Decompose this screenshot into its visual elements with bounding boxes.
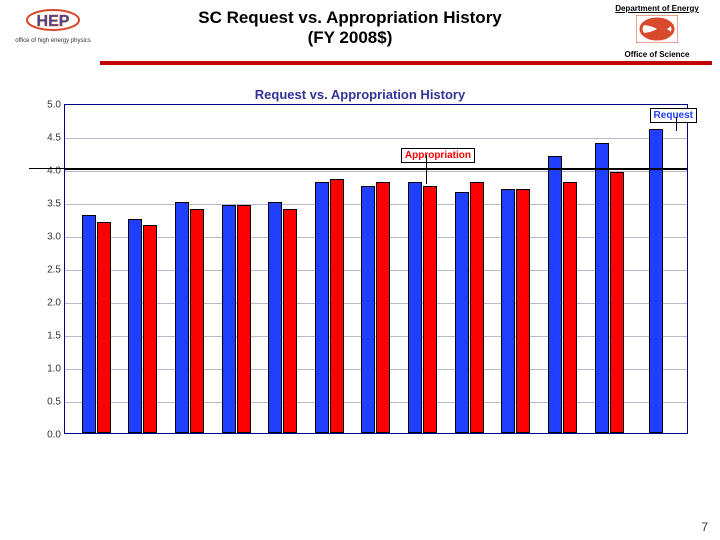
chart-subtitle: Request vs. Appropriation History xyxy=(8,87,712,102)
y-tick-label: 0.5 xyxy=(37,397,61,408)
slide-header: HEP office of high energy physics SC Req… xyxy=(0,0,720,59)
title-block: SC Request vs. Appropriation History (FY… xyxy=(98,4,602,48)
appropriation-bar xyxy=(97,222,111,433)
request-bar xyxy=(315,182,329,433)
y-tick-label: 3.5 xyxy=(37,199,61,210)
request-bar xyxy=(548,156,562,433)
appropriation-bar xyxy=(470,182,484,433)
y-tick-label: 3.0 xyxy=(37,232,61,243)
bar-pair xyxy=(166,105,213,433)
request-bar xyxy=(268,202,282,433)
appropriation-bar xyxy=(610,172,624,433)
request-bar xyxy=(128,219,142,434)
y-tick-label: 1.5 xyxy=(37,331,61,342)
request-bar xyxy=(649,129,663,433)
y-tick-label: 2.5 xyxy=(37,265,61,276)
page-number: 7 xyxy=(701,520,708,534)
doe-logo-icon xyxy=(636,15,678,43)
hep-logo-block: HEP office of high energy physics xyxy=(8,4,98,45)
bar-pair xyxy=(213,105,260,433)
appropriation-leader xyxy=(426,155,427,185)
request-bar xyxy=(222,205,236,433)
hep-logo-icon: HEP xyxy=(25,4,81,36)
request-bar xyxy=(408,182,422,433)
appropriation-bar xyxy=(423,186,437,434)
request-bar xyxy=(501,189,515,433)
appropriation-bar xyxy=(237,205,251,433)
appropriation-bar xyxy=(283,209,297,433)
reference-line xyxy=(65,168,687,170)
appropriation-bar xyxy=(190,209,204,433)
request-leader xyxy=(676,117,677,132)
bar-pair xyxy=(539,105,586,433)
appropriation-bar xyxy=(563,182,577,433)
request-bar xyxy=(595,143,609,433)
request-bar xyxy=(455,192,469,433)
chart-plot-area: 0.00.51.01.52.02.53.03.54.04.55.0Appropr… xyxy=(64,104,688,434)
y-tick-label: 5.0 xyxy=(37,100,61,111)
bar-pair xyxy=(120,105,167,433)
reference-line-ext xyxy=(29,168,65,169)
bar-pair xyxy=(306,105,353,433)
appropriation-bar xyxy=(330,179,344,433)
bar-pair xyxy=(259,105,306,433)
doe-block: Department of Energy Office of Science xyxy=(602,4,712,59)
bar-pair xyxy=(492,105,539,433)
bar-pair xyxy=(586,105,633,433)
request-bar xyxy=(175,202,189,433)
bar-pair xyxy=(353,105,400,433)
header-rule xyxy=(100,61,712,65)
request-callout: Request xyxy=(650,108,697,123)
appropriation-bar xyxy=(376,182,390,433)
request-bar xyxy=(82,215,96,433)
appropriation-bar xyxy=(143,225,157,433)
title-line-2: (FY 2008$) xyxy=(98,28,602,48)
y-tick-label: 1.0 xyxy=(37,364,61,375)
svg-text:HEP: HEP xyxy=(37,13,70,30)
y-tick-label: 0.0 xyxy=(37,430,61,441)
title-line-1: SC Request vs. Appropriation History xyxy=(98,8,602,28)
doe-bottom-text: Office of Science xyxy=(602,50,712,59)
appropriation-bar xyxy=(516,189,530,433)
bar-pair xyxy=(73,105,120,433)
chart-wrap: Request vs. Appropriation History (FY 20… xyxy=(8,87,712,434)
y-tick-label: 2.0 xyxy=(37,298,61,309)
bar-pair xyxy=(632,105,679,433)
doe-top-text: Department of Energy xyxy=(602,4,712,13)
hep-logo-caption: office of high energy physics xyxy=(15,38,91,45)
bars-container xyxy=(73,105,679,433)
y-tick-label: 4.5 xyxy=(37,133,61,144)
request-bar xyxy=(361,186,375,434)
appropriation-callout: Appropriation xyxy=(401,148,475,163)
